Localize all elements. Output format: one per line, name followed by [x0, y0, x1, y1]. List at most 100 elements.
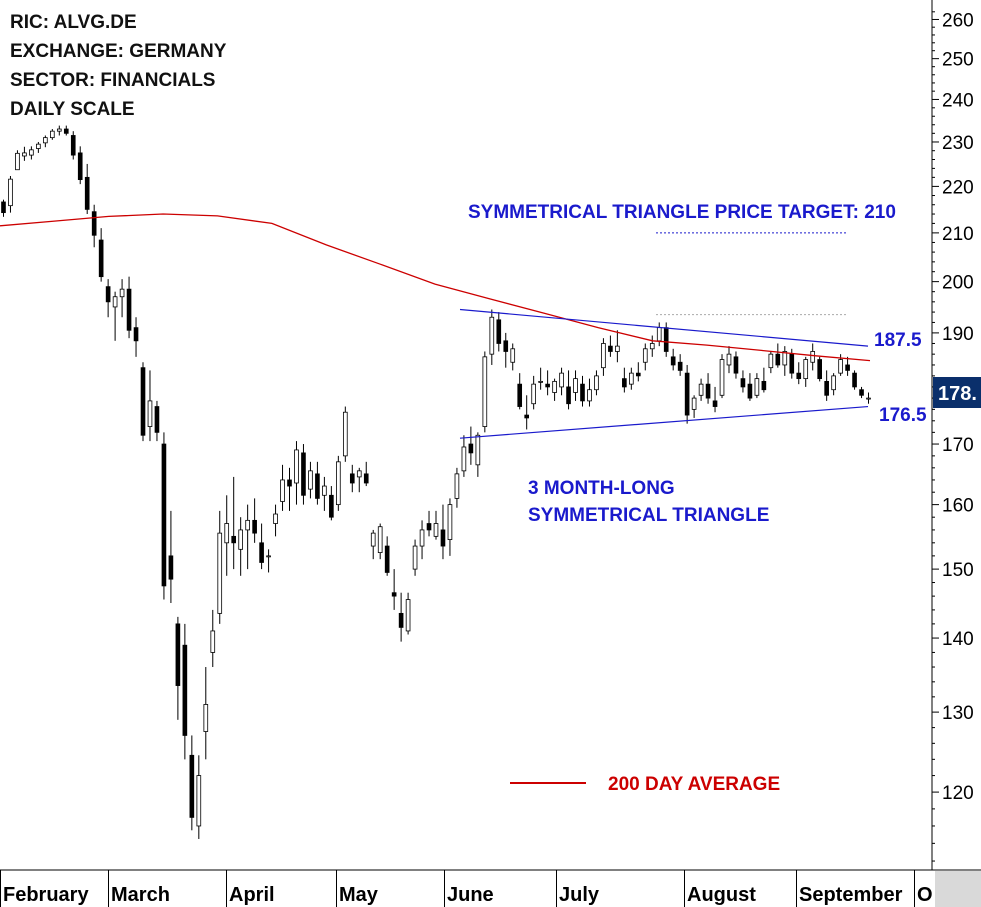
y-tick-label: 240 [942, 90, 974, 111]
y-tick-label: 230 [942, 133, 974, 154]
candle-body [608, 345, 613, 352]
candle-body [454, 473, 460, 499]
candle-body [503, 340, 509, 352]
candle-body [36, 143, 41, 149]
upper-trendline [459, 308, 869, 347]
candle-body [50, 130, 55, 139]
candle-body [252, 519, 257, 534]
last-price-label: 178. [938, 383, 977, 405]
y-tick-label: 150 [942, 560, 974, 581]
candle-body [315, 473, 320, 499]
candle-body [22, 152, 27, 157]
candle-body [84, 176, 90, 210]
corner-box [935, 871, 981, 907]
candle-body [656, 327, 662, 342]
candle-body [489, 316, 495, 355]
candle-body [147, 400, 153, 427]
lower-trendline-label: 176.5 [879, 405, 927, 426]
candle-body [712, 400, 718, 407]
y-tick-label: 260 [942, 10, 974, 31]
candle-body [705, 383, 711, 399]
candle-body [140, 367, 146, 436]
candle-body [266, 555, 271, 558]
candle-body [747, 383, 753, 399]
candle-body [677, 361, 683, 371]
x-tick-label: June [447, 884, 494, 906]
candle-body [224, 523, 230, 544]
candle-body [824, 380, 829, 396]
candle-body [796, 372, 802, 380]
candle-body [482, 356, 488, 427]
candle-body [538, 380, 543, 383]
candle-body [461, 446, 467, 472]
candle-body [782, 351, 788, 366]
candle-body [384, 545, 390, 573]
candle-body [329, 494, 334, 518]
candle-body [133, 327, 139, 342]
candle-body [363, 473, 369, 484]
y-tick-label: 250 [942, 50, 974, 71]
candle-body [475, 434, 481, 466]
candle-body [831, 375, 836, 391]
candle-body [852, 372, 857, 388]
candle-body [601, 343, 606, 369]
candle-body [838, 359, 843, 374]
y-tick-label: 130 [942, 703, 974, 724]
candle-body [524, 414, 530, 419]
candle-body [552, 380, 557, 393]
candle-body [642, 348, 648, 363]
candle-body [112, 296, 118, 308]
candle-body [496, 319, 502, 344]
candle-body [817, 359, 822, 380]
x-tick-label: O [917, 884, 933, 906]
candle-body [866, 397, 871, 400]
candle-body [670, 356, 676, 366]
y-tick-label: 200 [942, 273, 974, 294]
candle-body [545, 383, 550, 388]
candle-body [294, 449, 299, 484]
overlay-lines [0, 213, 871, 439]
candle-body [726, 353, 732, 366]
candle-body [761, 380, 767, 391]
x-tick-label: May [339, 884, 379, 906]
candle-body [349, 473, 355, 484]
candle-body [405, 599, 411, 632]
y-tick-label: 170 [942, 435, 974, 456]
x-axis: February March April May June July August Septe… [0, 869, 981, 907]
sector-label: SECTOR: FINANCIALS [10, 70, 216, 91]
candle-body [259, 542, 264, 563]
candle-body [559, 372, 564, 388]
x-tick-label: March [111, 884, 170, 906]
candle-body [1, 201, 6, 214]
scale-label: DAILY SCALE [10, 99, 135, 120]
candle-body [287, 479, 292, 487]
candle-body [238, 529, 243, 550]
candle-body [398, 612, 404, 628]
candle-body [126, 288, 132, 331]
candle-body [189, 754, 195, 818]
security-info: RIC: ALVG.DE EXCHANGE: GERMANY SECTOR: F… [10, 8, 226, 124]
candle-body [356, 470, 362, 478]
candle-body [77, 152, 83, 181]
triangle-caption-line-1: 3 MONTH-LONG [528, 478, 675, 499]
candle-body [510, 348, 516, 363]
candle-body [217, 532, 223, 614]
candle-body [419, 529, 425, 547]
candle-body [649, 343, 655, 350]
candle-body [622, 378, 627, 388]
candle-body [635, 372, 641, 377]
candle-body [615, 345, 620, 352]
y-tick-label: 160 [942, 496, 974, 517]
candle-body [440, 529, 446, 547]
candle-body [412, 545, 418, 570]
x-tick-label: July [559, 884, 600, 906]
candle-body [8, 178, 13, 207]
candle-body [517, 383, 523, 407]
target-title: SYMMETRICAL TRIANGLE PRICE TARGET: 210 [468, 202, 896, 223]
x-tick-label: February [3, 884, 89, 906]
candle-body [754, 378, 760, 396]
candle-body [91, 211, 97, 236]
candle-body [43, 137, 48, 144]
candle-body [301, 452, 306, 496]
candle-body [594, 375, 599, 391]
